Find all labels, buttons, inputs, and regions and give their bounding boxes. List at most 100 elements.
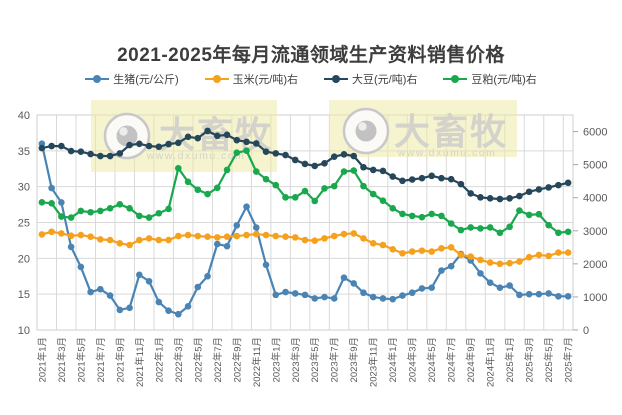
data-point-corn [447,244,455,251]
data-point-soybean [555,181,562,189]
x-axis-label: 2024年5月 [426,337,438,382]
right-axis-tick-label: 3000 [583,226,607,238]
data-point-soybean [262,148,270,156]
data-point-pig [58,199,65,206]
data-point-pig [360,289,367,297]
data-point-pig [223,242,231,250]
data-point-soybean-meal [291,194,299,201]
data-point-corn [311,237,319,244]
data-point-pig [243,203,250,211]
data-point-soybean-meal [233,149,241,157]
data-point-corn [165,236,172,244]
data-point-soybean-meal [379,197,387,204]
left-axis-tick-label: 10 [18,325,30,337]
legend-item-corn: 玉米(元/吨)右 [204,71,298,87]
data-point-soybean-meal [97,207,104,215]
data-point-corn [418,247,426,254]
data-point-soybean-meal [545,221,552,229]
x-axis-label: 2025年5月 [543,337,555,382]
data-point-pig [282,288,289,296]
data-point-soybean [321,159,328,167]
data-point-pig [175,310,182,318]
data-point-soybean-meal [272,181,280,189]
data-point-soybean [360,163,367,171]
data-point-soybean [535,186,543,193]
data-point-pig [155,298,163,306]
data-point-soybean [516,192,523,200]
data-point-corn [204,233,211,241]
x-axis-label: 2024年7月 [446,337,458,382]
data-point-pig [564,293,572,300]
data-point-soybean-meal [106,204,114,212]
data-point-soybean-meal [555,229,562,237]
data-point-soybean [418,174,426,182]
data-point-corn [136,236,143,244]
x-axis-label: 2024年3月 [407,337,419,382]
x-axis-label: 2023年9月 [348,337,360,382]
data-point-soybean-meal [369,190,377,198]
data-point-corn [126,241,133,249]
data-point-corn [330,232,338,240]
data-point-pig [291,290,299,297]
data-point-corn [457,251,465,259]
x-axis-label: 2025年7月 [563,337,575,382]
data-point-corn [184,231,192,239]
data-point-soybean-meal [175,164,182,172]
data-point-pig [116,306,124,314]
data-point-soybean [282,151,289,159]
x-axis-label: 2024年1月 [387,337,399,382]
data-point-corn [301,236,309,244]
x-axis-label: 2022年11月 [251,337,263,387]
data-point-soybean [184,133,192,141]
data-point-soybean-meal [165,205,172,213]
legend-label-soybean: 大豆(元/吨)右 [352,74,418,86]
x-axis-label: 2021年3月 [56,337,68,382]
legend-marker-soybean-meal [443,75,468,83]
data-point-corn [243,231,250,239]
data-point-pig [340,274,348,281]
legend-marker-soybean [324,75,348,83]
left-axis-tick-label: 15 [18,289,30,301]
data-point-soybean [340,151,348,158]
data-point-corn [175,232,182,240]
data-point-pig [369,293,377,301]
data-point-soybean-meal [252,168,260,175]
data-point-pig [272,291,280,299]
data-point-pig [477,270,484,277]
data-point-corn [97,236,104,243]
legend-item-soybean: 大豆(元/吨)右 [324,71,417,87]
data-point-corn [321,235,328,242]
legend-dot-pig [93,75,102,83]
data-point-soybean [477,194,484,201]
legend-dot-corn [212,75,221,83]
data-point-soybean-meal [223,166,231,174]
data-point-soybean-meal [321,185,328,192]
legend-label-soybean-meal: 豆粕(元/吨)右 [471,74,537,86]
data-point-soybean [116,150,124,157]
data-point-soybean [155,143,163,151]
watermark-url-text: www.dxumu.com [146,150,246,162]
data-point-pig [77,263,85,271]
data-point-soybean-meal [350,167,358,174]
data-point-soybean [67,147,75,155]
data-point-soybean [291,156,299,164]
data-point-pig [213,240,221,248]
data-point-soybean [204,127,211,135]
series-soybean-meal [38,147,572,237]
right-axis-tick-label: 5000 [583,160,607,172]
data-point-soybean-meal [399,210,406,218]
data-point-soybean [136,140,143,148]
data-point-soybean [106,152,114,160]
data-point-soybean [408,176,416,183]
data-point-corn [545,252,552,260]
left-axis-tick-label: 20 [18,253,30,265]
data-point-soybean-meal [184,178,192,186]
data-point-corn [350,230,358,237]
data-point-soybean-meal [136,212,143,220]
data-point-corn [360,235,367,242]
x-axis-label: 2021年7月 [95,337,107,382]
data-point-pig [311,295,319,302]
data-point-soybean-meal [330,182,338,190]
data-point-corn [438,245,445,252]
data-point-soybean [564,179,572,187]
